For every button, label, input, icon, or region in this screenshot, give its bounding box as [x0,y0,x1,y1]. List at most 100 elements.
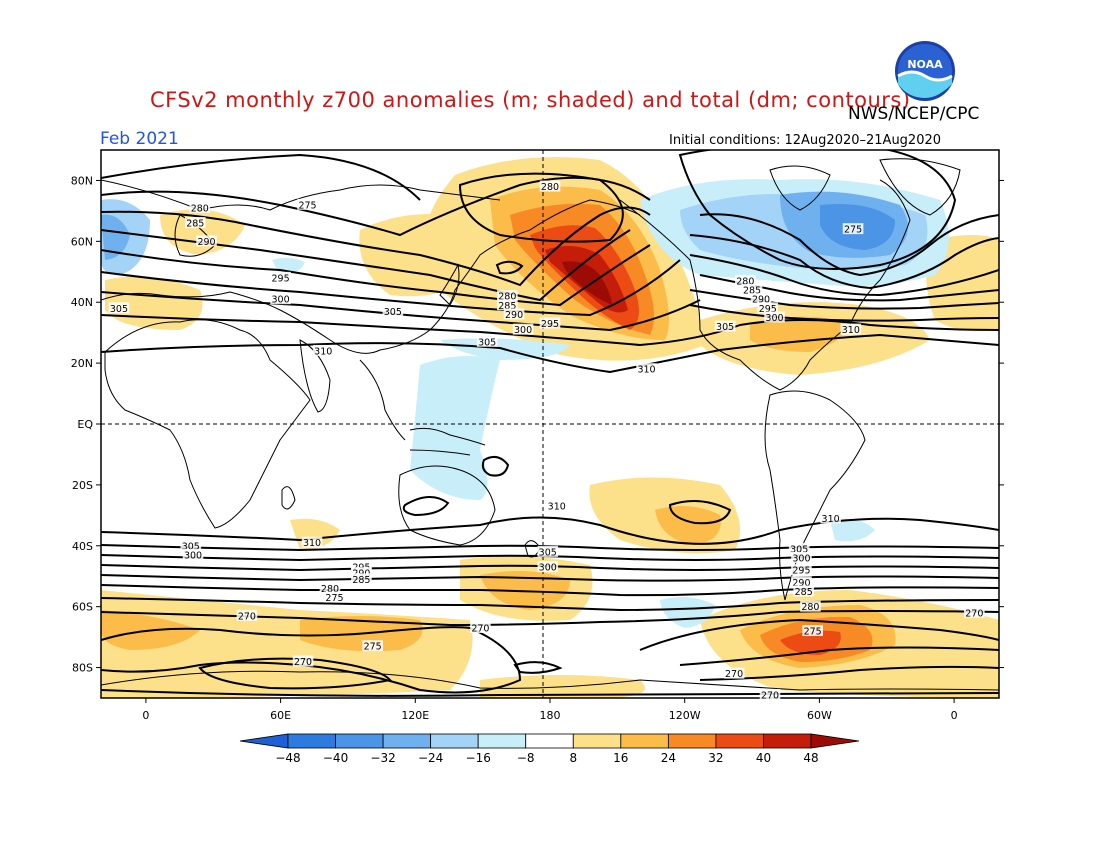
contour-label: 285 [186,219,204,230]
contour-label: 300 [184,550,202,561]
contour-label: 275 [804,627,822,638]
contour-label: 310 [314,346,332,357]
colorbar-label: 40 [756,751,771,765]
contour-label-bg [539,317,561,329]
svg-text:NOAA: NOAA [907,58,943,71]
contour-label: 285 [743,286,761,297]
colorbar-label: 32 [708,751,723,765]
colorbar-arrow-high [810,733,860,749]
contour-label-bg [764,311,785,323]
colorbar-label: −8 [517,751,535,765]
contour-label: 305 [110,304,128,315]
contour-label: 295 [792,566,810,577]
colorbar-swatch [525,733,574,749]
contour-label: 305 [716,322,734,333]
contour-label-bg [182,548,204,560]
contour-label: 270 [238,611,256,622]
contour-label: 270 [294,657,312,668]
contour-label-bg [537,545,559,557]
contour-label: 310 [822,514,840,525]
contour-label-bg [537,561,559,573]
contour-label-bg [791,576,812,588]
contour-label: 290 [505,310,523,321]
contour-label-bg [476,335,498,347]
colorbar-swatch [667,733,717,749]
contour-label-bg [791,564,812,576]
contour-label-bg [793,585,814,597]
contour-label: 310 [303,538,321,549]
lon-label: 60E [270,709,291,722]
contour-label-bg [196,235,217,247]
contour-label-bg [497,290,518,302]
contour-label-bg [324,591,345,603]
valid-month-label: Feb 2021 [100,129,179,149]
contour-label-bg [497,299,518,311]
contour-label-bg [842,223,864,235]
contour-label-bg [362,640,383,652]
contour-label-bg [964,606,985,618]
contour-label: 280 [321,584,339,595]
contour-label: 280 [498,292,516,303]
contour-label-bg [270,271,291,283]
contour-label: 300 [272,295,290,306]
contour-label: 285 [795,587,813,598]
contour-label: 305 [384,307,402,318]
contour-label-bg [382,305,404,317]
contour-label: 295 [759,304,777,315]
colorbar-label: −32 [370,751,395,765]
contour-label-bg [470,621,491,633]
colorbar: −48 −40 −32 −24 −16 −8 8 16 24 32 40 48 [239,733,860,765]
contour-label-bg [636,363,657,375]
map-title: CFSv2 monthly z700 anomalies (m; shaded)… [150,88,911,112]
contour-label: 270 [965,608,983,619]
lat-label: 60N [71,235,93,248]
contour-label: 275 [325,593,343,604]
colorbar-swatch [572,733,622,749]
contour-label: 290 [197,237,215,248]
colorbar-label: −40 [323,751,348,765]
contour-label-bg [189,201,211,213]
colorbar-label: 8 [569,751,577,765]
colorbar-label: 16 [613,751,628,765]
contour-label: 270 [725,669,743,680]
contour-label-bg [802,625,823,637]
contour-label: 280 [801,602,819,613]
contour-label: 290 [752,295,770,306]
contour-label-bg [741,284,763,296]
contour-label-bg [757,302,779,314]
contour-label: 310 [842,325,860,336]
lon-label: 0 [142,709,149,722]
contour-label-bg [791,551,812,563]
contour-label-bg [292,655,314,667]
contour-label-bg [759,688,781,700]
contour-label-bg [270,293,291,305]
contour-label-bg [788,542,810,554]
contour-label-bg [735,274,756,286]
contour-label: 280 [736,276,754,287]
contour-label: 295 [541,319,559,330]
contour-label: 305 [790,544,808,555]
contour-label-bg [820,512,841,524]
contour-label: 300 [792,553,810,564]
lat-label: EQ [77,418,93,431]
contour-label-bg [319,582,341,594]
contour-label-bg [714,320,736,332]
contour-label: 275 [364,642,382,653]
contour-label: 295 [272,273,290,284]
contour-label-bg [503,308,525,320]
lat-label: 40S [72,540,93,553]
colorbar-swatch [620,733,669,749]
axis-labels: 80N 60N 40N 20N EQ 20S 40S 60S 80S 0 60E 120E 180 120… [71,174,1004,722]
initial-conditions-label: Initial conditions: 12Aug2020–21Aug2020 [669,133,942,148]
colorbar-swatch [477,733,527,749]
contour-label: 305 [478,337,496,348]
contour-label-bg [180,539,202,551]
contour-label: 280 [541,182,559,193]
colorbar-swatch [430,733,479,749]
contour-label-bg [312,344,334,356]
contour-label-bg [297,198,318,210]
contour-label: 300 [765,313,783,324]
lon-label: 120E [401,709,429,722]
colorbar-label: −24 [418,751,443,765]
